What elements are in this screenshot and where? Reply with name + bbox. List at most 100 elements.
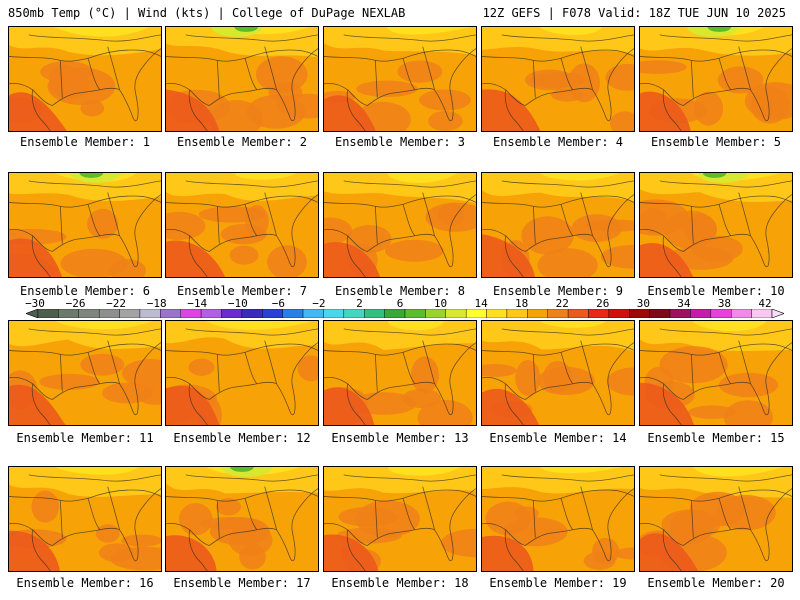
ensemble-map-panel (165, 172, 319, 278)
colorbar-segment (98, 309, 120, 318)
ensemble-map-panel (8, 172, 162, 278)
colorbar-arrow-high (771, 309, 784, 318)
colorbar-tick-label: 38 (717, 297, 732, 310)
colorbar-segment (486, 309, 508, 318)
colorbar-segment (200, 309, 222, 318)
colorbar-segment (282, 309, 304, 318)
colorbar-segment (343, 309, 365, 318)
colorbar-tick-label: 14 (474, 297, 488, 310)
colorbar-segment (404, 309, 426, 318)
colorbar-segment (445, 309, 467, 318)
ensemble-map-panel (481, 26, 635, 132)
ensemble-member-label: Ensemble Member: 15 (647, 431, 785, 445)
ensemble-member-label: Ensemble Member: 19 (489, 576, 627, 590)
colorbar-segment (119, 309, 141, 318)
colorbar-segment (588, 309, 610, 318)
colorbar-segment (139, 309, 161, 318)
colorbar-segment (323, 309, 345, 318)
temperature-colorbar (26, 309, 784, 318)
ensemble-map-panel (165, 320, 319, 426)
ensemble-map-panel (8, 26, 162, 132)
ensemble-member-label: Ensemble Member: 10 (647, 284, 785, 298)
colorbar-arrow-low (26, 309, 39, 318)
colorbar-tick-label: −2 (312, 297, 326, 310)
colorbar-segment (669, 309, 691, 318)
colorbar-segment (465, 309, 487, 318)
colorbar-tick-label: 42 (758, 297, 772, 310)
ensemble-member-label: Ensemble Member: 18 (331, 576, 469, 590)
colorbar-segment (364, 309, 385, 318)
ensemble-member-label: Ensemble Member: 14 (489, 431, 627, 445)
colorbar-segment (180, 309, 202, 318)
ensemble-member-label: Ensemble Member: 5 (650, 135, 782, 149)
colorbar-tick-label: −6 (271, 297, 285, 310)
colorbar-segment (710, 309, 732, 318)
ensemble-map-panel (639, 172, 793, 278)
ensemble-member-label: Ensemble Member: 16 (16, 576, 154, 590)
ensemble-map-panel (639, 466, 793, 572)
ensemble-member-label: Ensemble Member: 6 (19, 284, 151, 298)
ensemble-member-label: Ensemble Member: 2 (176, 135, 308, 149)
ensemble-map-panel (481, 172, 635, 278)
colorbar-segment (731, 309, 752, 318)
chart-title: 850mb Temp (°C) | Wind (kts) | College o… (8, 6, 406, 20)
colorbar-tick-label: −22 (106, 297, 127, 310)
colorbar-segment (302, 309, 324, 318)
ensemble-member-label: Ensemble Member: 11 (16, 431, 154, 445)
colorbar-tick-label: −14 (187, 297, 208, 310)
ensemble-map-panel (481, 320, 635, 426)
colorbar-segment (37, 309, 59, 318)
ensemble-member-label: Ensemble Member: 20 (647, 576, 785, 590)
colorbar-tick-label: −30 (25, 297, 45, 310)
ensemble-member-label: Ensemble Member: 4 (492, 135, 624, 149)
colorbar-segment (527, 309, 548, 318)
colorbar-tick-label: 22 (555, 297, 569, 310)
colorbar-tick-label: −26 (65, 297, 86, 310)
colorbar-tick-label: 30 (636, 297, 650, 310)
colorbar-segment (425, 309, 446, 318)
ensemble-map-panel (639, 26, 793, 132)
ensemble-map-panel (323, 320, 477, 426)
ensemble-member-label: Ensemble Member: 3 (334, 135, 466, 149)
colorbar-tick-label: −18 (146, 297, 167, 310)
colorbar-segment (690, 309, 712, 318)
colorbar-segment (608, 309, 630, 318)
ensemble-map-panel (323, 172, 477, 278)
colorbar-segment (58, 309, 79, 318)
colorbar-segment (547, 309, 569, 318)
run-info: 12Z GEFS | F078 Valid: 18Z TUE JUN 10 20… (482, 6, 786, 20)
ensemble-member-label: Ensemble Member: 1 (19, 135, 151, 149)
ensemble-map-panel (165, 466, 319, 572)
colorbar-segment (649, 309, 671, 318)
ensemble-map-panel (8, 320, 162, 426)
colorbar-tick-label: 10 (433, 297, 448, 310)
colorbar-segment (241, 309, 263, 318)
ensemble-map-panel (8, 466, 162, 572)
colorbar-tick-label: −10 (227, 297, 248, 310)
colorbar-tick-label: 34 (677, 297, 691, 310)
colorbar-segment (629, 309, 650, 318)
colorbar-segment (78, 309, 100, 318)
ensemble-member-label: Ensemble Member: 7 (176, 284, 308, 298)
colorbar-segment (262, 309, 283, 318)
ensemble-member-label: Ensemble Member: 8 (334, 284, 466, 298)
colorbar-segment (160, 309, 181, 318)
colorbar-tick-label: 26 (596, 297, 610, 310)
colorbar-segment (751, 309, 773, 318)
colorbar-segment (506, 309, 528, 318)
ensemble-member-label: Ensemble Member: 9 (492, 284, 624, 298)
colorbar-tick-label: 18 (515, 297, 529, 310)
ensemble-member-label: Ensemble Member: 17 (173, 576, 311, 590)
ensemble-map-panel (639, 320, 793, 426)
ensemble-map-panel (323, 26, 477, 132)
ensemble-map-panel (165, 26, 319, 132)
colorbar-tick-label: 6 (396, 297, 404, 310)
ensemble-map-panel (481, 466, 635, 572)
ensemble-member-label: Ensemble Member: 12 (173, 431, 311, 445)
colorbar-segment (384, 309, 406, 318)
ensemble-map-panel (323, 466, 477, 572)
colorbar-segment (567, 309, 589, 318)
colorbar-segment (221, 309, 243, 318)
ensemble-member-label: Ensemble Member: 13 (331, 431, 469, 445)
colorbar-tick-label: 2 (356, 297, 363, 310)
